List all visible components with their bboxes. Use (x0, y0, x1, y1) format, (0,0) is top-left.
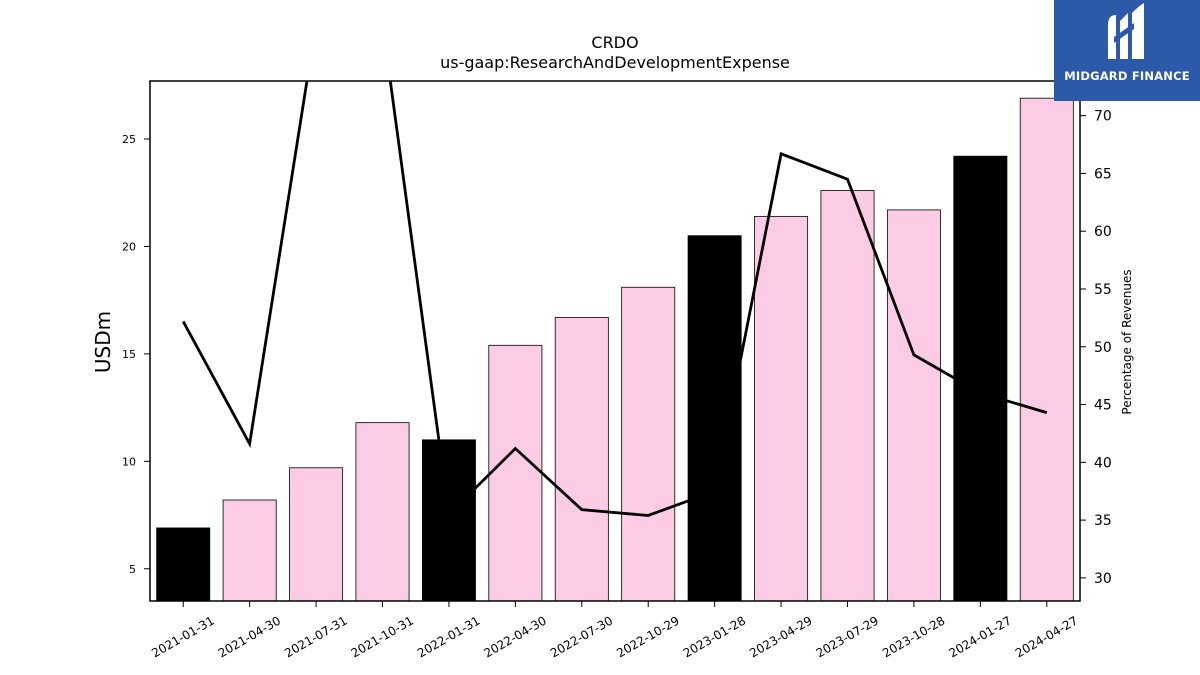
bar-2024-01-27 (953, 155, 1008, 602)
y-axis-label: USDm (91, 311, 115, 373)
bar-2023-04-29 (754, 215, 809, 602)
x-tick-label: 2024-01-27 (946, 613, 1013, 660)
midgard-finance-logo: MIDGARD FINANCE (1054, 0, 1200, 101)
plot-frame (149, 80, 1081, 602)
x-tick-label: 2023-07-29 (814, 613, 881, 660)
line-series (181, 81, 1048, 518)
x-tick-label: 2021-04-30 (216, 613, 283, 660)
y2-tick-label: 60 (1094, 224, 1112, 240)
y2-axis-label: Percentage of Revenues (1120, 269, 1134, 414)
bar-2021-10-31 (355, 422, 410, 602)
y-tick-label: 10 (122, 455, 136, 468)
y-tick-label: 25 (122, 133, 136, 146)
bar-2023-01-28 (687, 235, 742, 602)
bar-2022-01-31 (421, 439, 476, 602)
y2-tick-label: 55 (1094, 282, 1112, 298)
x-tick-label: 2024-04-27 (1013, 613, 1080, 660)
bar-2022-07-30 (554, 316, 609, 602)
logo-brand-text: MIDGARD FINANCE (1064, 69, 1190, 83)
y2-tick-label: 30 (1094, 571, 1112, 587)
y-axis-left: 5 10 15 20 25 (122, 133, 150, 576)
x-tick-label: 2022-01-31 (415, 613, 482, 660)
y2-tick-label: 40 (1094, 455, 1112, 471)
x-tick-label: 2023-01-28 (681, 613, 748, 660)
y2-tick-label: 65 (1094, 166, 1112, 182)
bar-2021-04-30 (222, 499, 277, 602)
bar-2021-07-31 (289, 467, 344, 602)
x-tick-label: 2022-04-30 (481, 613, 548, 660)
bar-2021-01-31 (156, 527, 211, 602)
y-tick-label: 5 (129, 563, 136, 576)
x-tick-label: 2022-07-30 (548, 613, 615, 660)
bar-2024-04-27 (1019, 97, 1074, 602)
x-tick-label: 2023-10-28 (880, 613, 947, 660)
x-tick-label: 2021-10-31 (349, 613, 416, 660)
x-tick-label: 2021-01-31 (149, 613, 216, 660)
y-tick-label: 20 (122, 240, 136, 253)
bar-2023-07-29 (820, 190, 875, 602)
y2-tick-label: 70 (1094, 109, 1112, 125)
y-axis-right: 30 35 40 45 50 55 60 65 70 (1080, 109, 1112, 587)
chart-subtitle: us-gaap:ResearchAndDevelopmentExpense (440, 53, 790, 72)
y2-tick-label: 35 (1094, 513, 1112, 529)
bar-2022-04-30 (488, 344, 543, 602)
bar-series (156, 97, 1074, 602)
midgard-m-icon (1108, 3, 1144, 59)
chart-title: CRDO (591, 33, 638, 52)
y-tick-label: 15 (122, 348, 136, 361)
x-tick-label: 2022-10-29 (614, 613, 681, 660)
bar-2022-10-29 (621, 286, 676, 602)
x-axis: 2021-01-31 2021-04-30 2021-07-31 2021-10-31… (149, 601, 1080, 660)
bar-2023-10-28 (886, 209, 941, 602)
x-tick-label: 2023-04-29 (747, 613, 814, 660)
y2-tick-label: 50 (1094, 340, 1112, 356)
line-percentage-of-revenues (181, 81, 1048, 518)
y2-tick-label: 45 (1094, 398, 1112, 414)
x-tick-label: 2021-07-31 (282, 613, 349, 660)
